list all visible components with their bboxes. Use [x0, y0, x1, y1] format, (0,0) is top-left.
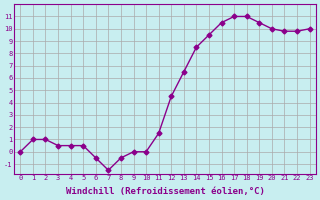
X-axis label: Windchill (Refroidissement éolien,°C): Windchill (Refroidissement éolien,°C) [66, 187, 264, 196]
